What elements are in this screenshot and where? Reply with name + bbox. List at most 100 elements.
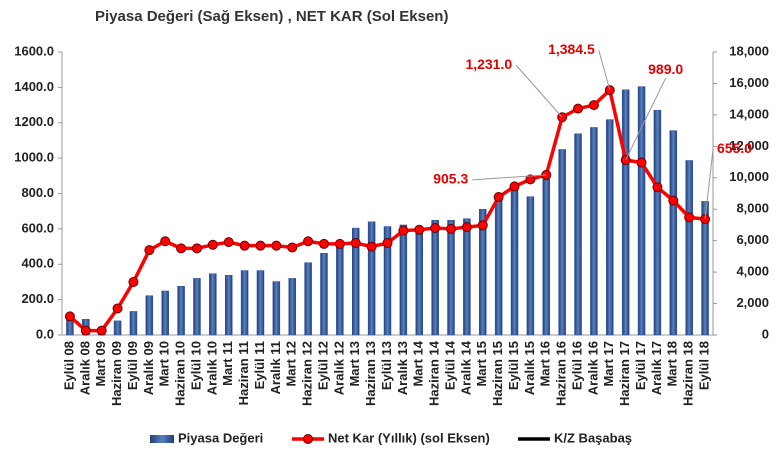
legend-label: Net Kar (Yıllık) (sol Eksen) (328, 430, 490, 445)
data-label: 655.0 (717, 140, 752, 156)
x-tick-label: Eylül 18 (696, 341, 711, 390)
bar (494, 194, 503, 336)
bar (463, 218, 471, 336)
line-marker (525, 174, 536, 185)
line-marker (382, 238, 393, 249)
y2-tick-label: 12,000 (729, 138, 769, 153)
x-tick-label: Aralık 11 (268, 341, 283, 395)
x-tick-label: Eylül 16 (569, 341, 584, 390)
leader-line (704, 149, 714, 220)
legend-label: K/Z Başabaş (554, 430, 632, 445)
y-tick-label: 600.0 (21, 220, 54, 235)
bar (367, 221, 376, 336)
x-tick-label: Haziran 17 (617, 341, 632, 406)
line-marker (684, 212, 695, 223)
x-tick-label: Haziran 10 (173, 341, 188, 406)
y-tick-label: 1400.0 (14, 79, 54, 94)
bar (431, 219, 439, 336)
bar (526, 196, 535, 336)
line-marker (176, 243, 187, 254)
line-marker (446, 223, 457, 234)
bar (336, 241, 344, 336)
y-tick-label: 1600.0 (14, 43, 54, 58)
x-tick-label: Haziran 18 (681, 341, 696, 406)
data-label: 1,231.0 (465, 56, 512, 72)
y-tick-label: 0.0 (36, 326, 54, 341)
x-tick-label: Haziran 09 (109, 341, 124, 406)
data-label: 989.0 (648, 61, 683, 77)
bar (542, 175, 551, 336)
line-marker (239, 240, 250, 251)
y-tick-label: 200.0 (21, 291, 54, 306)
data-label: 905.3 (433, 171, 468, 187)
y2-tick-label: 6,000 (736, 232, 769, 247)
y2-tick-label: 0 (762, 326, 769, 341)
y2-tick-label: 8,000 (736, 201, 769, 216)
line-marker (652, 182, 663, 193)
line-marker (493, 192, 504, 203)
bar (351, 227, 360, 336)
y-tick-label: 400.0 (21, 256, 54, 271)
line-marker (271, 240, 282, 251)
bar (669, 130, 678, 336)
x-tick-label: Eylül 15 (506, 341, 521, 390)
x-tick-label: Aralık 14 (458, 340, 473, 395)
bar (574, 133, 582, 336)
bar (129, 311, 138, 336)
line-marker (477, 220, 488, 231)
x-tick-label: Aralık 17 (649, 341, 664, 395)
x-tick-label: Mart 16 (538, 341, 553, 387)
bar (113, 320, 122, 336)
x-tick-label: Eylül 11 (252, 341, 267, 389)
line-marker (64, 311, 75, 322)
bar (510, 188, 519, 336)
x-tick-label: Haziran 13 (363, 341, 378, 406)
line-marker (144, 245, 155, 256)
x-tick-label: Aralık 09 (141, 341, 156, 395)
x-tick-label: Eylül 14 (442, 340, 457, 390)
bar (161, 290, 169, 336)
line-marker (223, 237, 234, 248)
x-tick-label: Mart 09 (93, 341, 108, 387)
bar (685, 160, 693, 336)
bar (399, 224, 408, 336)
bar (621, 89, 630, 336)
line-marker (588, 100, 599, 111)
line-marker (96, 325, 107, 336)
line-marker (636, 157, 647, 168)
x-tick-label: Eylül 08 (61, 341, 76, 390)
line-marker (334, 238, 345, 249)
y-tick-label: 800.0 (21, 185, 54, 200)
leader-line (598, 49, 611, 91)
bar (193, 278, 201, 336)
leader-line (515, 64, 563, 118)
x-tick-label: Eylül 13 (379, 341, 394, 390)
line-marker (255, 240, 266, 251)
legend-marker (303, 434, 313, 444)
bar (637, 86, 646, 336)
x-tick-label: Aralık 12 (331, 341, 346, 395)
line-marker (366, 241, 377, 252)
bar (256, 270, 265, 336)
bar (320, 252, 328, 336)
x-tick-label: Mart 15 (474, 341, 489, 387)
x-tick-label: Haziran 12 (300, 341, 315, 406)
line-marker (160, 236, 171, 247)
legend-label: Piyasa Değeri (178, 430, 263, 445)
x-tick-label: Mart 11 (220, 341, 235, 386)
y-tick-label: 1000.0 (14, 150, 54, 165)
x-tick-label: Aralık 13 (395, 341, 410, 395)
x-tick-label: Aralık 16 (585, 341, 600, 395)
line-marker (191, 243, 202, 254)
x-tick-label: Mart 12 (284, 341, 299, 387)
bar (479, 208, 487, 336)
leader-line (625, 77, 667, 161)
bar (240, 270, 249, 336)
y2-tick-label: 16,000 (729, 75, 769, 90)
line-marker (207, 239, 218, 250)
x-tick-label: Aralık 08 (77, 341, 92, 395)
line-marker (430, 222, 441, 233)
x-tick-label: Mart 17 (601, 341, 616, 387)
bar (590, 127, 598, 336)
